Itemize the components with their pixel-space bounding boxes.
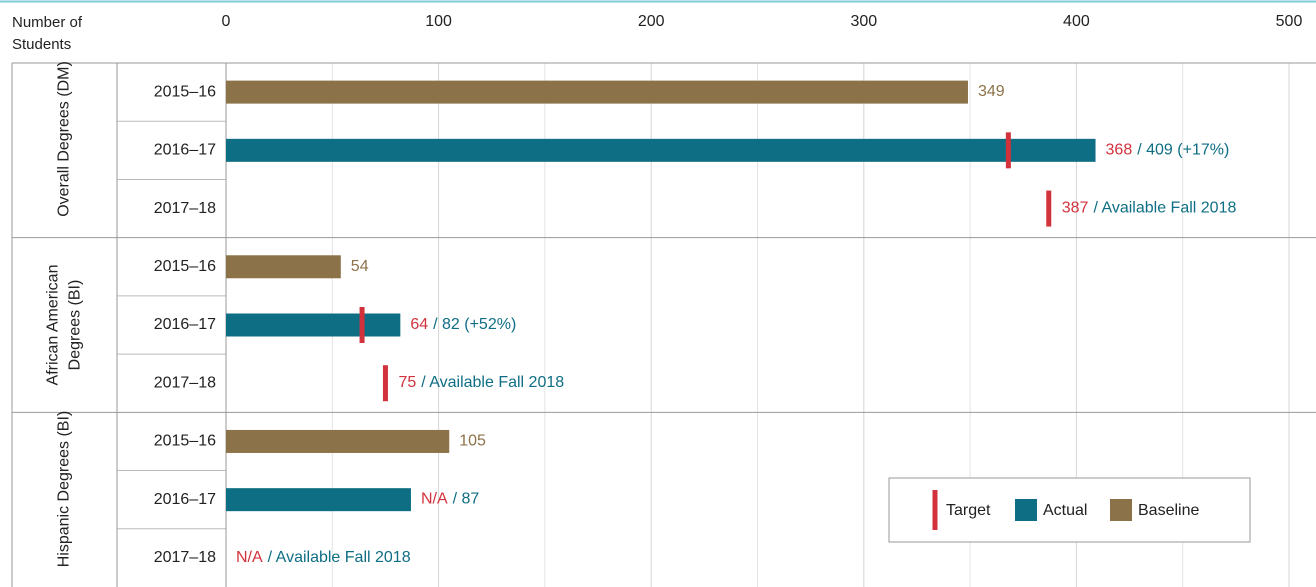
value-label-part: N/A bbox=[236, 549, 263, 566]
value-label: 387/ Available Fall 2018 bbox=[1062, 200, 1237, 217]
bar bbox=[226, 138, 1096, 162]
value-label: 64 / 82 (+52%) bbox=[410, 316, 516, 333]
value-label-part: / Available Fall 2018 bbox=[1093, 200, 1236, 217]
value-label-part: 75 bbox=[398, 374, 416, 391]
value-label: 105 bbox=[459, 433, 486, 450]
value-label: N/A / Available Fall 2018 bbox=[236, 549, 411, 566]
legend-swatch bbox=[932, 490, 938, 530]
legend-label: Actual bbox=[1043, 502, 1087, 519]
y-tick-label: 2017–18 bbox=[154, 549, 216, 566]
x-tick-label: 100 bbox=[425, 13, 452, 30]
value-label-part: 105 bbox=[459, 433, 486, 450]
value-label-part: 54 bbox=[351, 258, 369, 275]
value-label: N/A / 87 bbox=[421, 491, 479, 508]
value-label-part: N/A bbox=[421, 491, 448, 508]
target-marker bbox=[359, 307, 365, 343]
value-label-part: 387 bbox=[1062, 200, 1089, 217]
group-label: African American Degrees (BI) bbox=[44, 264, 84, 386]
value-label-part: / 409 (+17%) bbox=[1137, 142, 1229, 159]
value-label: 54 bbox=[351, 258, 369, 275]
value-label-part: / Available Fall 2018 bbox=[268, 549, 411, 566]
bar bbox=[226, 488, 411, 512]
y-tick-label: 2017–18 bbox=[154, 200, 216, 217]
group-label: Hispanic Degrees (BI) bbox=[55, 410, 73, 567]
y-tick-label: 2015–16 bbox=[154, 433, 216, 450]
legend-label: Baseline bbox=[1138, 502, 1199, 519]
bar bbox=[226, 255, 341, 279]
x-tick-label: 400 bbox=[1063, 13, 1090, 30]
legend-swatch bbox=[1015, 499, 1037, 521]
y-tick-label: 2016–17 bbox=[154, 142, 216, 159]
y-tick-label: 2016–17 bbox=[154, 316, 216, 333]
bar bbox=[226, 429, 450, 453]
x-tick-label: 200 bbox=[638, 13, 665, 30]
axis-label: Number of Students bbox=[12, 14, 83, 53]
value-label-part: 64 bbox=[410, 316, 428, 333]
y-tick-label: 2017–18 bbox=[154, 374, 216, 391]
x-tick-label: 300 bbox=[850, 13, 877, 30]
value-label-part: 368 bbox=[1106, 142, 1133, 159]
legend-swatch bbox=[1110, 499, 1132, 521]
legend-label: Target bbox=[946, 502, 991, 519]
bar bbox=[226, 313, 401, 337]
value-label: 368/ 409 (+17%) bbox=[1106, 142, 1230, 159]
target-marker bbox=[1046, 190, 1052, 227]
target-marker bbox=[382, 365, 388, 402]
x-tick-label: 0 bbox=[222, 13, 231, 30]
y-tick-label: 2015–16 bbox=[154, 258, 216, 275]
value-label: 75 / Available Fall 2018 bbox=[398, 374, 564, 391]
bar bbox=[226, 80, 968, 104]
value-label-part: 349 bbox=[978, 83, 1005, 100]
target-marker bbox=[1005, 132, 1011, 169]
group-label: Overall Degrees (DM) bbox=[55, 61, 73, 218]
y-tick-label: 2015–16 bbox=[154, 83, 216, 100]
legend-box bbox=[888, 477, 1251, 543]
value-label-part: / Available Fall 2018 bbox=[421, 374, 564, 391]
x-tick-label: 500 bbox=[1276, 13, 1303, 30]
value-label: 349 bbox=[978, 83, 1005, 100]
value-label-part: / 82 (+52%) bbox=[433, 316, 516, 333]
value-label-part: / 87 bbox=[453, 491, 480, 508]
y-tick-label: 2016–17 bbox=[154, 491, 216, 508]
